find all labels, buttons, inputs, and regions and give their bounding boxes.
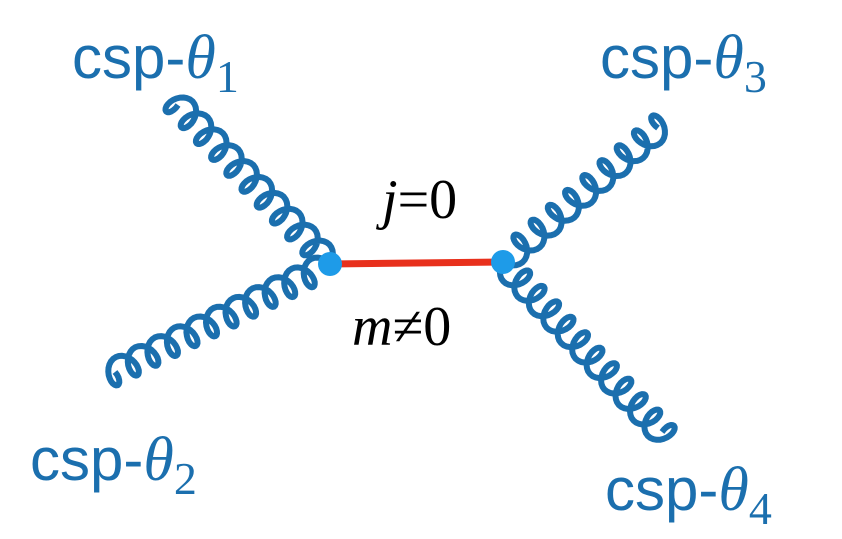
particle-label: csp-θ2 [30,426,197,504]
mass-label: m≠0 [352,296,451,358]
particle-label: csp-θ1 [72,24,239,102]
vertex [491,250,515,274]
wavy-line [166,98,333,265]
wavy-lines [108,98,674,440]
spin-label: j=0 [376,169,457,231]
diagram: csp-θ1 csp-θ2 csp-θ3 csp-θ4 j=0 m≠0 [0,0,842,539]
vertex [318,252,342,276]
wavy-line [503,115,665,265]
particle-label: csp-θ4 [605,456,772,534]
wavy-line [500,262,675,440]
particle-label: csp-θ3 [600,24,767,102]
wavy-line [108,258,330,386]
propagator-line [330,262,503,264]
